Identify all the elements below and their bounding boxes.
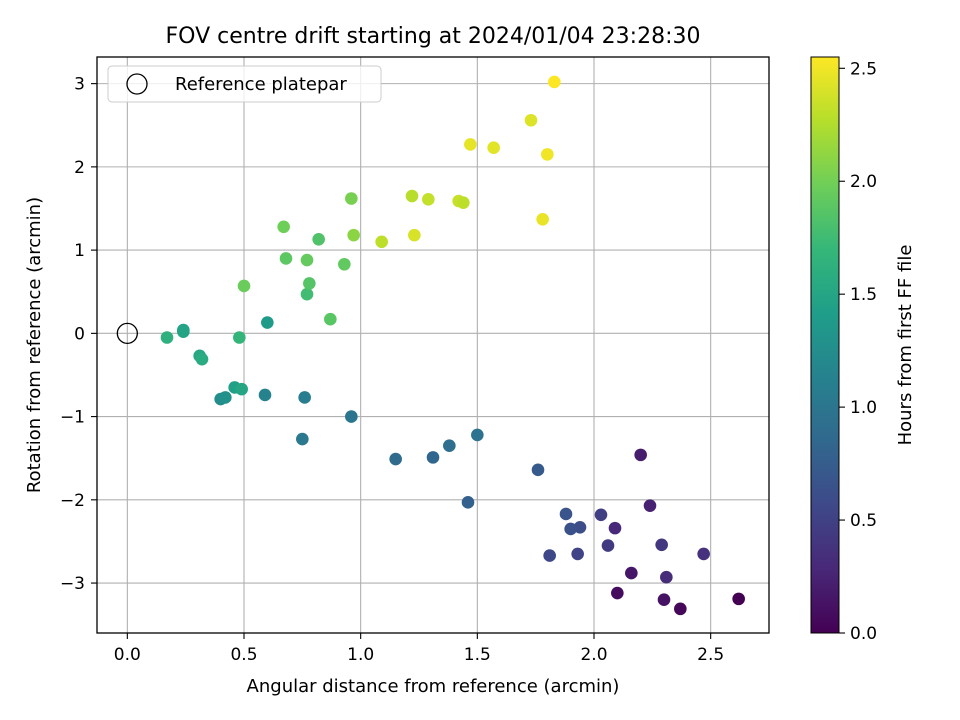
data-point bbox=[426, 451, 440, 464]
scatter-points bbox=[116, 75, 745, 616]
data-point bbox=[608, 521, 622, 535]
data-point bbox=[195, 352, 209, 366]
data-point bbox=[298, 391, 311, 404]
data-point bbox=[389, 452, 402, 466]
data-point bbox=[732, 592, 745, 606]
data-point bbox=[300, 287, 314, 301]
data-point bbox=[443, 439, 456, 453]
x-tick-label: 2.5 bbox=[697, 645, 724, 665]
colorbar-tick-label: 0.5 bbox=[850, 511, 877, 531]
data-point bbox=[697, 547, 710, 561]
data-point bbox=[660, 570, 673, 584]
y-tick-label: 2 bbox=[74, 158, 85, 178]
chart-title: FOV centre drift starting at 2024/01/04 … bbox=[166, 24, 701, 49]
data-point bbox=[345, 410, 358, 423]
data-point bbox=[296, 432, 309, 446]
data-point bbox=[601, 539, 615, 552]
y-tick-label: 1 bbox=[74, 241, 85, 261]
y-tick-label: −2 bbox=[60, 491, 85, 511]
data-point bbox=[655, 538, 668, 552]
data-point bbox=[611, 586, 624, 600]
colorbar-tick-label: 1.0 bbox=[850, 398, 877, 418]
data-point bbox=[594, 508, 608, 522]
data-point bbox=[237, 279, 251, 293]
colorbar-tick-label: 1.5 bbox=[850, 285, 877, 305]
data-point bbox=[345, 192, 358, 205]
data-point bbox=[571, 547, 584, 561]
y-tick-label: −1 bbox=[60, 408, 85, 428]
x-tick-label: 1.5 bbox=[464, 645, 491, 665]
data-point bbox=[338, 257, 351, 271]
data-point bbox=[160, 331, 174, 344]
grid bbox=[97, 57, 769, 633]
data-point bbox=[464, 138, 477, 151]
data-point bbox=[457, 196, 470, 209]
data-point bbox=[277, 220, 290, 234]
data-point bbox=[548, 75, 561, 89]
colorbar: 0.0 0.5 1.0 1.5 2.0 2.5 Hours from first FF f… bbox=[810, 56, 916, 644]
x-tick-label: 1.0 bbox=[347, 645, 374, 665]
y-tick-label: −3 bbox=[60, 574, 85, 594]
colorbar-tick-label: 2.5 bbox=[850, 59, 877, 79]
data-point bbox=[405, 189, 419, 203]
data-point bbox=[177, 325, 190, 338]
data-point bbox=[657, 593, 671, 607]
colorbar-ticks: 0.0 0.5 1.0 1.5 2.0 2.5 bbox=[839, 59, 877, 644]
y-tick-label: 0 bbox=[74, 324, 85, 344]
data-point bbox=[564, 522, 577, 536]
x-axis-label: Angular distance from reference (arcmin) bbox=[247, 676, 620, 697]
y-tick-label: 3 bbox=[74, 75, 85, 95]
legend-marker-reference bbox=[126, 73, 148, 95]
data-point bbox=[233, 331, 246, 344]
data-point bbox=[258, 388, 272, 402]
colorbar-gradient bbox=[810, 56, 840, 634]
data-point bbox=[261, 316, 274, 329]
data-point bbox=[674, 602, 687, 616]
x-tick-label: 2.0 bbox=[580, 645, 607, 665]
data-point bbox=[559, 507, 573, 521]
data-point bbox=[300, 253, 314, 267]
plot-frame bbox=[96, 56, 770, 634]
data-point bbox=[303, 277, 316, 290]
colorbar-label: Hours from first FF file bbox=[895, 245, 916, 446]
colorbar-tick-label: 0.0 bbox=[850, 624, 877, 644]
data-point bbox=[524, 113, 538, 127]
reference-platepar-marker bbox=[116, 322, 138, 344]
data-point bbox=[324, 312, 337, 326]
x-tick-label: 0.0 bbox=[114, 645, 141, 665]
colorbar-tick-label: 2.0 bbox=[850, 172, 877, 192]
data-point bbox=[471, 428, 484, 442]
data-point bbox=[573, 520, 587, 534]
data-point bbox=[541, 148, 554, 161]
y-axis-label: Rotation from reference (arcmin) bbox=[24, 197, 45, 493]
data-point bbox=[634, 448, 647, 462]
data-point bbox=[235, 382, 248, 396]
legend-label-reference: Reference platepar bbox=[175, 74, 347, 95]
data-point bbox=[536, 213, 549, 226]
data-point bbox=[219, 391, 232, 404]
data-point bbox=[375, 235, 388, 249]
data-point bbox=[461, 496, 475, 509]
data-point bbox=[487, 141, 500, 155]
data-point bbox=[625, 566, 638, 580]
x-tick-label: 0.5 bbox=[230, 645, 257, 665]
data-point bbox=[279, 252, 293, 265]
data-point bbox=[422, 193, 435, 206]
data-point bbox=[531, 463, 545, 477]
data-point bbox=[312, 232, 325, 246]
data-point bbox=[643, 499, 657, 512]
data-point bbox=[408, 228, 421, 242]
y-axis-ticks: −3 −2 −1 0 1 2 3 bbox=[60, 75, 97, 594]
x-axis-ticks: 0.0 0.5 1.0 1.5 2.0 2.5 bbox=[114, 633, 724, 665]
data-point bbox=[347, 228, 360, 242]
legend-box bbox=[107, 65, 382, 103]
legend: Reference platepar bbox=[107, 65, 382, 103]
data-point bbox=[543, 549, 556, 562]
